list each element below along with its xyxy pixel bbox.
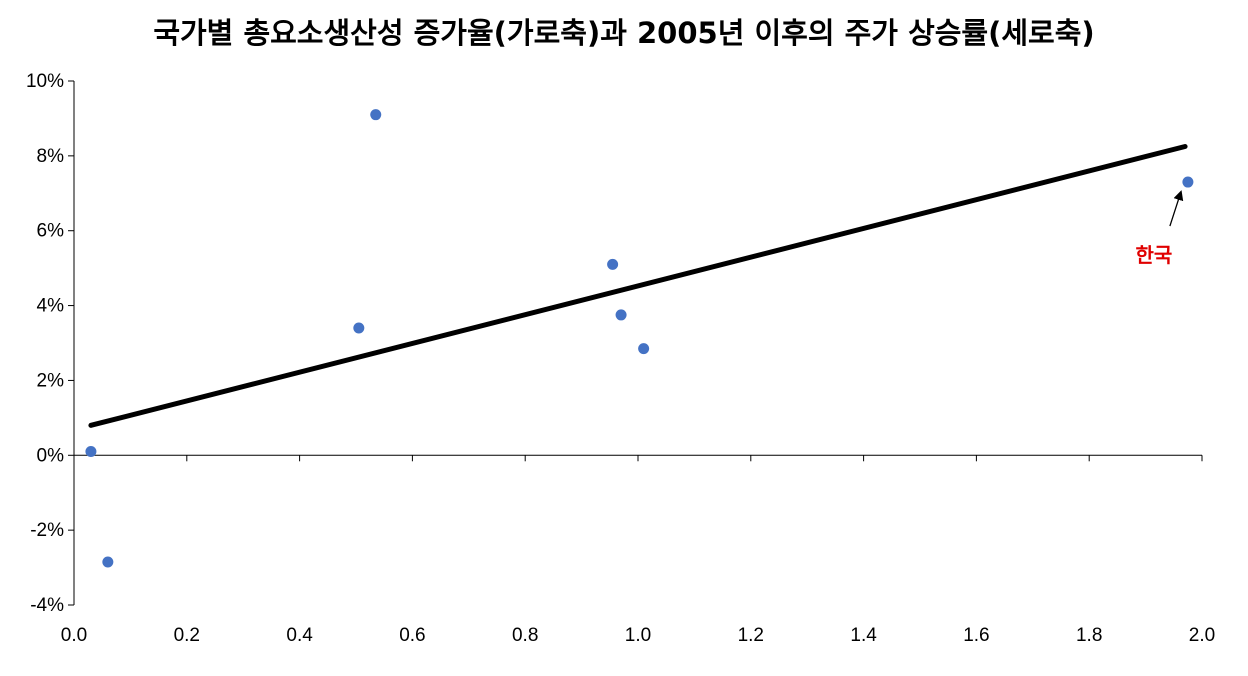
data-point: [353, 322, 365, 334]
data-point: [1182, 176, 1194, 188]
annotation-arrow: [1169, 190, 1184, 227]
x-tick-label: 0.6: [399, 625, 425, 646]
x-tick-label: 0.4: [286, 625, 313, 646]
data-point: [607, 258, 619, 270]
y-tick-label: 10%: [26, 71, 64, 92]
x-tick-label: 1.0: [625, 625, 651, 646]
data-point: [370, 109, 382, 121]
trendline-group: [88, 144, 1188, 428]
y-tick-label: 4%: [37, 296, 65, 317]
x-tick-label: 0.0: [61, 625, 87, 646]
data-point: [85, 446, 97, 458]
y-tick-label: -2%: [30, 520, 64, 541]
data-point: [615, 309, 627, 321]
data-point: [102, 556, 114, 568]
y-tick-label: 6%: [37, 221, 65, 242]
y-tick-label: -4%: [30, 595, 64, 616]
x-tick-label: 0.2: [174, 625, 200, 646]
trendline: [88, 144, 1188, 428]
axes: 10% 8% 6% 4% 2% 0% -2% -4% 0.0 0.2 0.4 0.6 0.8 1.0 1.2…: [26, 71, 1215, 646]
data-point: [638, 343, 650, 355]
x-tick-label: 1.2: [738, 625, 764, 646]
annotation-label: 한국: [1135, 243, 1172, 267]
x-tick-label: 0.8: [512, 625, 538, 646]
annotation-group: 한국: [1135, 190, 1184, 267]
x-tick-label: 1.8: [1076, 625, 1102, 646]
data-points: [85, 109, 1194, 568]
chart-title: 국가별 총요소생산성 증가율(가로축)과 2005년 이후의 주가 상승률(세로…: [153, 16, 1095, 50]
y-tick-label: 8%: [37, 146, 65, 167]
y-tick-label: 2%: [37, 370, 65, 391]
x-tick-label: 1.4: [850, 625, 877, 646]
x-tick-label: 1.6: [963, 625, 989, 646]
y-tick-label: 0%: [37, 445, 65, 466]
x-tick-label: 2.0: [1189, 625, 1215, 646]
